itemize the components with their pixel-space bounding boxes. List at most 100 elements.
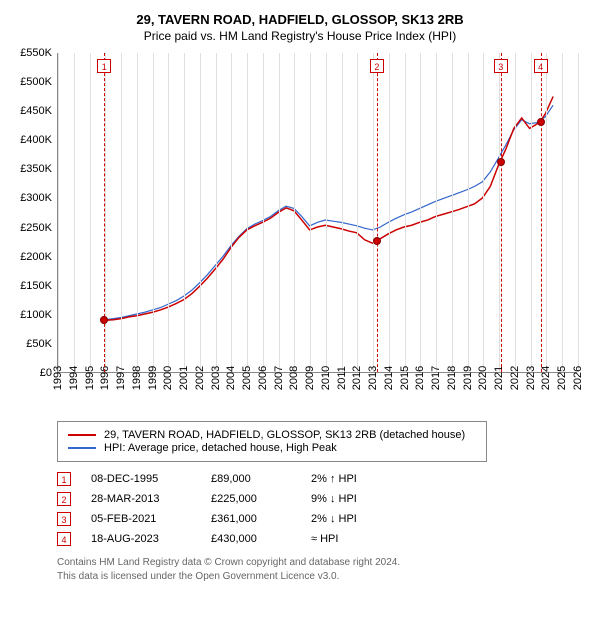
transaction-delta: 2% ↓ HPI <box>311 513 411 525</box>
x-axis-tick-label: 2000 <box>162 366 174 390</box>
legend-swatch-hpi <box>68 447 96 449</box>
gridline <box>342 53 343 372</box>
y-axis-tick-label: £50K <box>26 338 52 350</box>
gridline <box>137 53 138 372</box>
transaction-date: 18-AUG-2023 <box>91 533 191 545</box>
gridline <box>357 53 358 372</box>
gridline <box>405 53 406 372</box>
x-axis-tick-label: 2003 <box>210 366 222 390</box>
transaction-date: 08-DEC-1995 <box>91 473 191 485</box>
gridline <box>279 53 280 372</box>
gridline <box>373 53 374 372</box>
gridline <box>389 53 390 372</box>
transaction-marker: 2 <box>57 492 71 506</box>
transaction-price: £89,000 <box>211 473 291 485</box>
gridline <box>578 53 579 372</box>
legend-item-hpi: HPI: Average price, detached house, High… <box>68 442 476 454</box>
x-axis-tick-label: 2010 <box>320 366 332 390</box>
gridline <box>263 53 264 372</box>
gridline <box>216 53 217 372</box>
marker-number-box: 4 <box>534 59 548 73</box>
transaction-point <box>497 158 505 166</box>
y-axis-tick-label: £150K <box>20 280 52 292</box>
legend-label: 29, TAVERN ROAD, HADFIELD, GLOSSOP, SK13… <box>104 429 465 441</box>
chart-title: 29, TAVERN ROAD, HADFIELD, GLOSSOP, SK13… <box>12 12 588 27</box>
gridline <box>562 53 563 372</box>
transaction-marker: 1 <box>57 472 71 486</box>
footer-line: Contains HM Land Registry data © Crown c… <box>57 556 588 570</box>
x-axis-tick-label: 2002 <box>194 366 206 390</box>
legend-swatch-price-paid <box>68 434 96 436</box>
gridline <box>153 53 154 372</box>
transaction-delta: 9% ↓ HPI <box>311 493 411 505</box>
x-axis-tick-label: 2005 <box>241 366 253 390</box>
x-axis-tick-label: 2019 <box>462 366 474 390</box>
transaction-delta: ≈ HPI <box>311 533 411 545</box>
x-axis-tick-label: 2001 <box>178 366 190 390</box>
gridline <box>452 53 453 372</box>
marker-number-box: 2 <box>370 59 384 73</box>
transactions-table: 1 08-DEC-1995 £89,000 2% ↑ HPI 2 28-MAR-2013 £… <box>57 472 588 546</box>
x-axis-tick-label: 2015 <box>399 366 411 390</box>
series-line-price_paid <box>104 97 553 321</box>
gridline <box>515 53 516 372</box>
x-axis-tick-label: 2017 <box>430 366 442 390</box>
y-axis-tick-label: £500K <box>20 76 52 88</box>
transaction-date: 05-FEB-2021 <box>91 513 191 525</box>
legend-label: HPI: Average price, detached house, High… <box>104 442 337 454</box>
transaction-price: £225,000 <box>211 493 291 505</box>
gridline <box>531 53 532 372</box>
x-axis-tick-label: 2022 <box>509 366 521 390</box>
transaction-price: £361,000 <box>211 513 291 525</box>
gridline <box>74 53 75 372</box>
transaction-row: 2 28-MAR-2013 £225,000 9% ↓ HPI <box>57 492 588 506</box>
transaction-delta: 2% ↑ HPI <box>311 473 411 485</box>
gridline <box>200 53 201 372</box>
gridline <box>420 53 421 372</box>
marker-number-box: 1 <box>97 59 111 73</box>
gridline <box>231 53 232 372</box>
x-axis-tick-label: 2012 <box>351 366 363 390</box>
y-axis-tick-label: £200K <box>20 251 52 263</box>
x-axis-tick-label: 2014 <box>383 366 395 390</box>
legend: 29, TAVERN ROAD, HADFIELD, GLOSSOP, SK13… <box>57 421 487 462</box>
transaction-row: 305-FEB-2021£361,0002% ↓ HPI <box>57 512 588 526</box>
x-axis-tick-label: 1993 <box>52 366 64 390</box>
gridline <box>483 53 484 372</box>
gridline <box>247 53 248 372</box>
x-axis-tick-label: 2016 <box>414 366 426 390</box>
marker-line <box>541 53 542 372</box>
y-axis-tick-label: £0 <box>40 367 52 379</box>
transaction-point <box>373 237 381 245</box>
plot: £0£50K£100K£150K£200K£250K£300K£350K£400… <box>57 53 577 373</box>
x-axis-tick-label: 2026 <box>572 366 584 390</box>
legend-item-price-paid: 29, TAVERN ROAD, HADFIELD, GLOSSOP, SK13… <box>68 429 476 441</box>
x-axis-tick-label: 1997 <box>115 366 127 390</box>
gridline <box>168 53 169 372</box>
transaction-marker: 4 <box>57 532 71 546</box>
x-axis-tick-label: 2009 <box>304 366 316 390</box>
y-axis-tick-label: £250K <box>20 222 52 234</box>
x-axis-tick-label: 2025 <box>556 366 568 390</box>
y-axis-tick-label: £100K <box>20 309 52 321</box>
gridline <box>121 53 122 372</box>
transaction-row: 418-AUG-2023£430,000≈ HPI <box>57 532 588 546</box>
transaction-date: 28-MAR-2013 <box>91 493 191 505</box>
y-axis-tick-label: £400K <box>20 134 52 146</box>
transaction-row: 1 08-DEC-1995 £89,000 2% ↑ HPI <box>57 472 588 486</box>
x-axis-tick-label: 1998 <box>131 366 143 390</box>
x-axis-tick-label: 2018 <box>446 366 458 390</box>
gridline <box>436 53 437 372</box>
gridline <box>294 53 295 372</box>
x-axis-tick-label: 2007 <box>273 366 285 390</box>
chart-area: £0£50K£100K£150K£200K£250K£300K£350K£400… <box>57 53 578 373</box>
gridline <box>90 53 91 372</box>
chart-subtitle: Price paid vs. HM Land Registry's House … <box>12 29 588 43</box>
x-axis-tick-label: 2008 <box>288 366 300 390</box>
x-axis-tick-label: 1999 <box>147 366 159 390</box>
x-axis-tick-label: 2024 <box>540 366 552 390</box>
gridline <box>184 53 185 372</box>
footer: Contains HM Land Registry data © Crown c… <box>57 556 588 583</box>
gridline <box>58 53 59 372</box>
gridline <box>468 53 469 372</box>
